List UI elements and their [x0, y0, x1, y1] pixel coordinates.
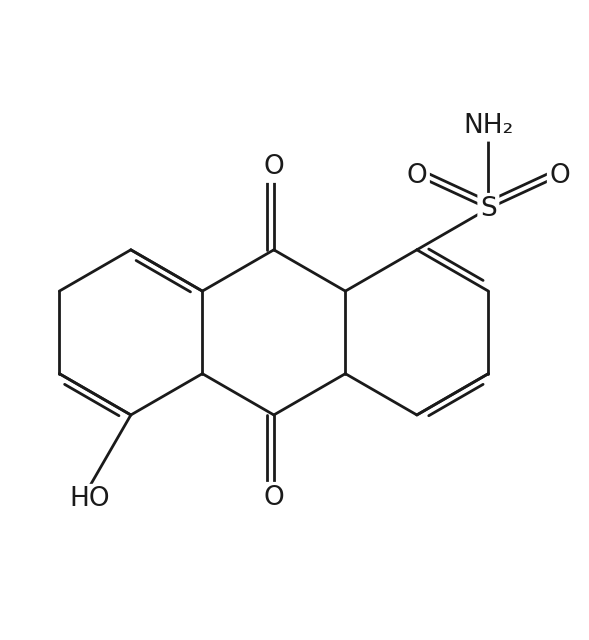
- Text: S: S: [480, 196, 497, 221]
- Text: HO: HO: [70, 486, 110, 513]
- Text: NH₂: NH₂: [463, 113, 514, 139]
- Text: O: O: [550, 163, 570, 189]
- Text: O: O: [406, 163, 427, 189]
- Text: O: O: [263, 154, 284, 180]
- Text: O: O: [263, 484, 284, 511]
